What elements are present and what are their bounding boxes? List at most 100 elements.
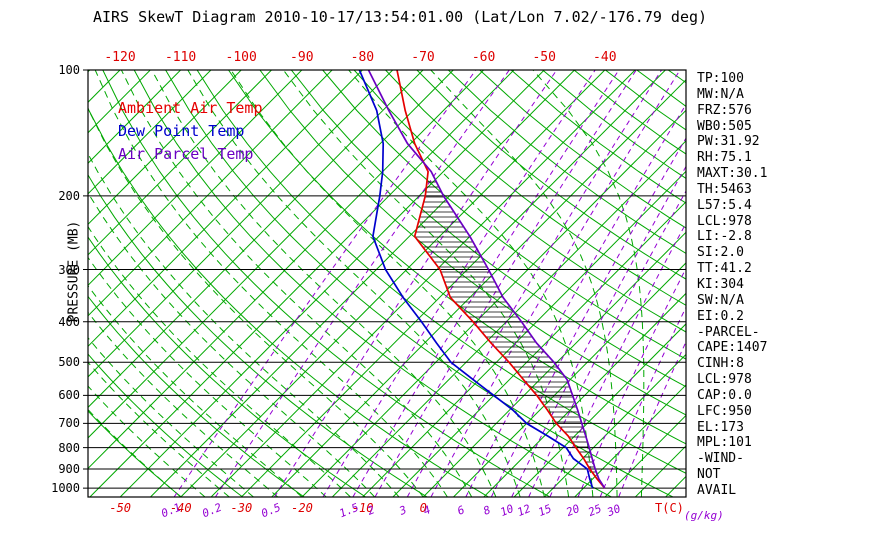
moist-adiabat-line <box>230 70 545 497</box>
bottom-temp-label: -10 <box>351 501 374 515</box>
mixing-ratio-line <box>465 103 686 497</box>
dry-adiabat-line <box>416 70 686 280</box>
dry-adiabat-line <box>88 106 489 497</box>
pressure-tick-label: 400 <box>58 314 80 329</box>
dry-adiabat-line <box>322 70 686 360</box>
plot-layers <box>88 70 686 497</box>
top-temp-label: -110 <box>164 50 197 65</box>
top-temp-label: -60 <box>471 50 496 65</box>
pressure-tick-label: 500 <box>58 355 80 370</box>
pressure-tick-label: 100 <box>58 63 80 77</box>
moist-adiabat-line <box>88 361 230 497</box>
bottom-temp-label: -30 <box>230 501 253 515</box>
pressure-tick-label: 300 <box>58 262 80 277</box>
stat-line: MAXT:30.1 <box>697 166 768 182</box>
stat-line: WB0:505 <box>697 118 752 134</box>
stat-line: EI:0.2 <box>697 308 744 324</box>
bottom-temp-label: -50 <box>109 501 132 515</box>
mixing-ratio-line <box>173 70 477 497</box>
top-temp-label: -40 <box>593 50 617 65</box>
legend-item-air-parcel-temp: Air Parcel Temp <box>118 145 254 163</box>
isotherm-line <box>271 79 686 497</box>
isotherm-line <box>119 70 545 497</box>
stat-line: TP:100 <box>697 71 744 86</box>
dry-adiabat-line <box>196 70 686 474</box>
isotherm-line <box>88 70 484 470</box>
dry-adiabat-line <box>133 70 612 497</box>
mixing-unit-label: (g/kg) <box>684 509 724 522</box>
isotherm-line <box>604 414 686 497</box>
dry-adiabat-line <box>88 236 366 497</box>
pressure-tick-label: 600 <box>58 388 80 403</box>
moist-adiabat-line <box>151 70 497 497</box>
stat-line: LFC:950 <box>697 403 752 419</box>
stat-line: FRZ:576 <box>697 102 752 118</box>
stat-line: SI:2.0 <box>697 245 744 261</box>
moist-adiabat-line <box>187 70 521 497</box>
isotherm-line <box>180 70 606 497</box>
stat-line: RH:75.1 <box>697 150 752 166</box>
stat-line: MPL:101 <box>697 435 752 451</box>
isotherm-line <box>88 70 394 378</box>
mixing-ratio-line <box>490 137 686 497</box>
mixing-ratio-line <box>274 70 558 497</box>
bottom-temp-label: -40 <box>169 501 192 515</box>
dry-adiabat-line <box>102 70 551 497</box>
isotherm-line <box>89 70 515 497</box>
stat-line: AVAIL <box>697 482 737 498</box>
dry-adiabat-line <box>353 70 686 333</box>
stat-line: PW:31.92 <box>697 134 760 150</box>
chart-title: AIRS SkewT Diagram 2010-10-17/13:54:01.0… <box>92 8 708 26</box>
plot-frame <box>87 69 687 498</box>
isotherm-line <box>453 262 686 497</box>
isotherm-line <box>513 323 686 497</box>
top-temp-label: -100 <box>225 50 257 65</box>
isotherm-line <box>88 70 303 287</box>
stat-line: LI:-2.8 <box>697 229 752 245</box>
stats-panel: TP:100 MW:N/A FRZ:576 WB0:505 PW:31.92 RH:75.… <box>697 71 767 499</box>
dry-adiabat-line <box>165 70 674 497</box>
moist-adiabat-line <box>120 70 473 497</box>
stat-line: TH:5463 <box>697 181 752 197</box>
stat-line: EL:173 <box>697 419 744 435</box>
top-temp-label: -70 <box>411 50 435 65</box>
dry-adiabat-line <box>88 353 244 497</box>
isotherm-line <box>88 70 181 164</box>
isotherm-line <box>241 70 666 497</box>
top-temp-label: -120 <box>104 50 136 65</box>
isotherm-line <box>362 170 686 497</box>
moist-adiabat-line <box>430 70 618 497</box>
moist-adiabat-line <box>94 70 448 497</box>
isotherm-line <box>210 70 636 497</box>
mixing-ratio-line <box>549 222 686 497</box>
dry-adiabat-line <box>259 70 686 416</box>
stat-line: KI:304 <box>697 276 744 292</box>
stat-line: CAP:0.0 <box>697 387 752 403</box>
isotherm-line <box>88 70 363 348</box>
mixing-ratio-line <box>322 70 596 497</box>
mixing-ratio-line <box>374 70 637 497</box>
stat-line: MW:N/A <box>697 86 744 102</box>
stat-line: SW:N/A <box>697 292 744 308</box>
stat-line: TT:41.2 <box>697 261 752 277</box>
stat-line: CAPE:1407 <box>697 340 768 356</box>
dry-adiabat-line <box>479 70 686 229</box>
curve-air-parcel-temp <box>367 70 606 489</box>
pressure-tick-label: 200 <box>58 188 80 203</box>
dry-adiabat-line <box>88 295 305 497</box>
mixing-ratio-line <box>618 340 686 497</box>
stat-line: -WIND- <box>697 451 744 467</box>
stat-line: NOT <box>697 467 721 483</box>
pressure-tick-label: 800 <box>58 440 80 455</box>
isotherm-line <box>544 353 686 497</box>
stat-line: LCL:978 <box>697 213 752 229</box>
bottom-temp-label: 0 <box>419 501 427 515</box>
mixing-ratio-line <box>214 70 510 497</box>
dry-adiabat-line <box>88 173 428 497</box>
dry-adiabat-line <box>385 70 686 306</box>
isotherm-line <box>301 109 686 497</box>
top-temp-label: -90 <box>290 50 314 65</box>
mixing-ratio-line <box>352 70 620 497</box>
mixing-ratio-line <box>528 190 686 497</box>
